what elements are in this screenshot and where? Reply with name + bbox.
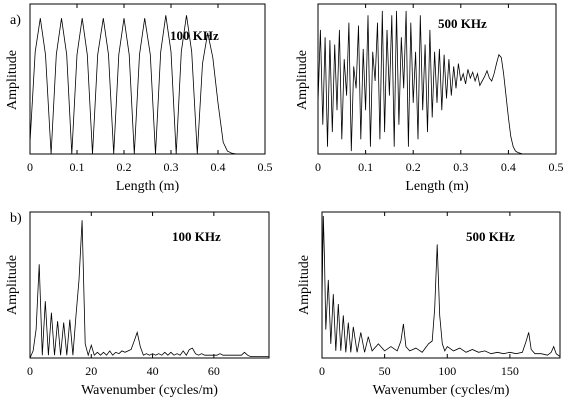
- x-tick-label: 60: [208, 364, 220, 378]
- x-tick-label: 100: [438, 364, 456, 378]
- chart-b-500: 0 50 100 150 Wavenumber (cycles/m) Amplitude 5…: [297, 211, 561, 398]
- x-axis-label: Length (m): [116, 179, 180, 194]
- x-tick-label: 0: [27, 160, 33, 174]
- x-tick-label: 0: [319, 364, 325, 378]
- charts: 0 0.1 0.2 0.3 0.4 0.5 Length (m) Amplitude 100 K…: [5, 3, 564, 398]
- chart-a-500: 0 0.1 0.2 0.3 0.4 0.5 Length (m) Amplitude 500 K…: [295, 3, 564, 194]
- frequency-annotation: 100 KHz: [172, 229, 221, 244]
- chart-a-100: 0 0.1 0.2 0.3 0.4 0.5 Length (m) Amplitude 100 K…: [5, 3, 273, 194]
- x-tick-label: 0.1: [70, 160, 85, 174]
- frequency-annotation: 100 KHz: [170, 28, 219, 43]
- x-tick-label: 0: [27, 364, 33, 378]
- series-line-0: [317, 10, 533, 155]
- y-axis-label: Amplitude: [295, 50, 310, 110]
- panel-label-a: a): [10, 13, 21, 28]
- x-tick-label: 0.4: [211, 160, 226, 174]
- x-axis-label: Wavenumber (cycles/m): [81, 383, 218, 398]
- x-tick-label: 0.1: [358, 160, 373, 174]
- panel-label-b: b): [10, 211, 22, 226]
- x-tick-label: 0.5: [549, 160, 564, 174]
- x-tick-label: 20: [85, 364, 97, 378]
- plot-frame: [321, 211, 561, 359]
- x-tick-label: 50: [379, 364, 391, 378]
- x-axis-label: Wavenumber (cycles/m): [373, 383, 510, 398]
- plot-frame: [317, 3, 557, 155]
- x-tick-label: 0: [315, 160, 321, 174]
- series-line-0: [29, 220, 269, 359]
- frequency-annotation: 500 KHz: [466, 229, 515, 244]
- plot-frame: [29, 211, 270, 359]
- y-axis-label: Amplitude: [5, 50, 20, 110]
- plot-frame: [29, 3, 266, 155]
- x-tick-label: 0.2: [406, 160, 421, 174]
- y-axis-label: Amplitude: [5, 255, 20, 315]
- x-tick-label: 0.3: [453, 160, 468, 174]
- series-line-0: [321, 215, 561, 357]
- x-tick-label: 150: [501, 364, 519, 378]
- x-tick-label: 0.4: [501, 160, 516, 174]
- frequency-annotation: 500 KHz: [438, 16, 487, 31]
- y-axis-label: Amplitude: [297, 255, 312, 315]
- x-tick-label: 40: [147, 364, 159, 378]
- x-axis-label: Length (m): [405, 179, 469, 194]
- series-line-0: [29, 15, 242, 155]
- x-tick-label: 0.5: [258, 160, 273, 174]
- x-tick-label: 0.3: [164, 160, 179, 174]
- x-tick-label: 0.2: [117, 160, 132, 174]
- chart-b-100: 0 20 40 60 Wavenumber (cycles/m) Amplitude 100…: [5, 211, 270, 398]
